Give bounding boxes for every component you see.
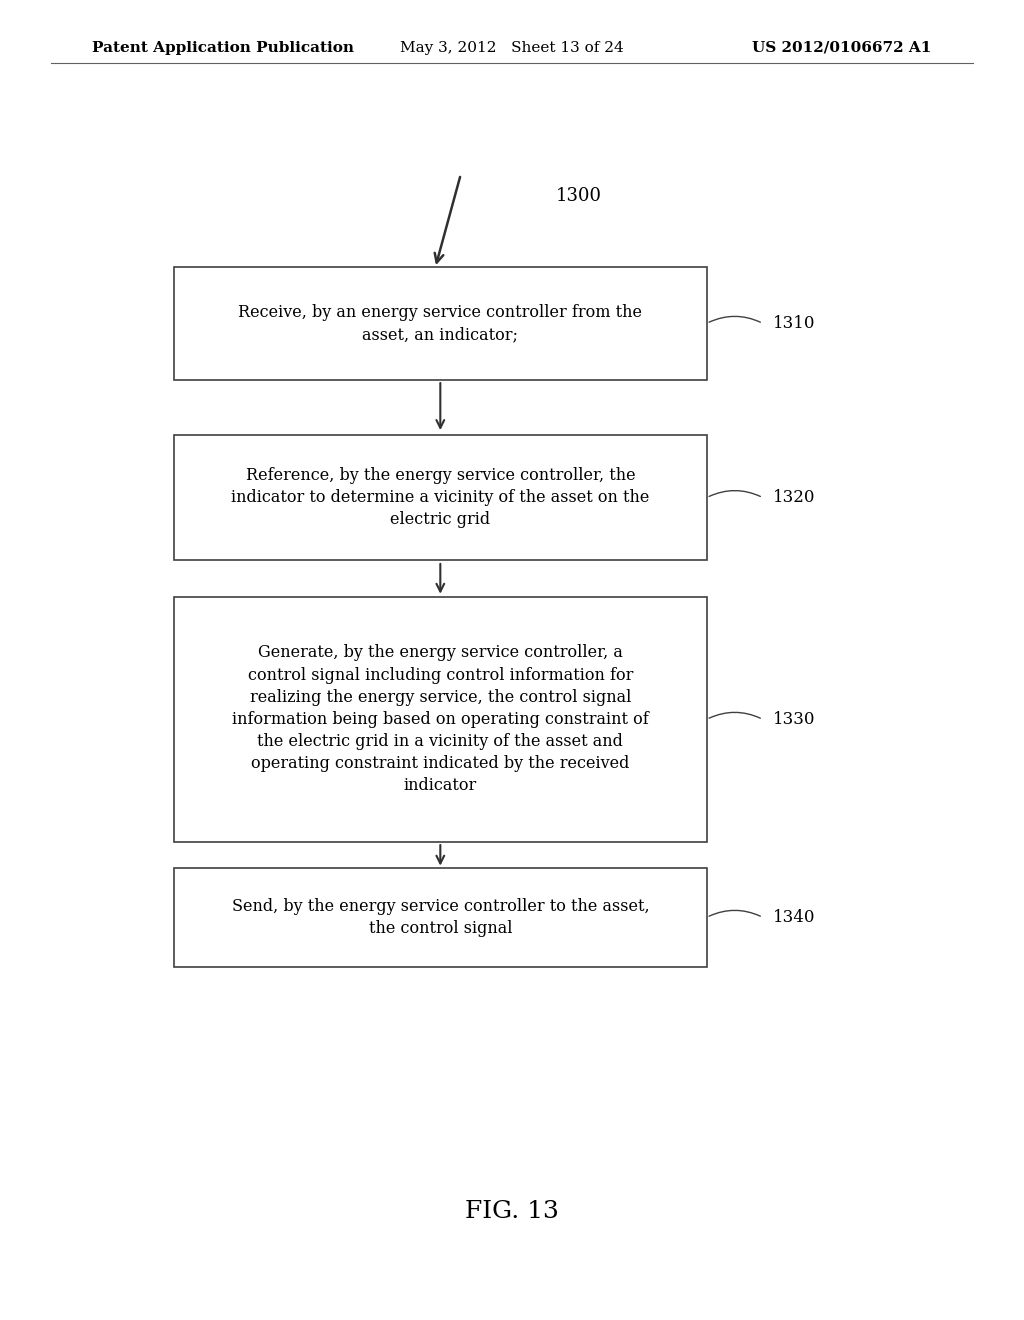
Text: 1320: 1320 [773,490,816,506]
Text: 1340: 1340 [773,909,816,925]
Text: Patent Application Publication: Patent Application Publication [92,41,354,54]
Text: May 3, 2012   Sheet 13 of 24: May 3, 2012 Sheet 13 of 24 [400,41,624,54]
Text: 1330: 1330 [773,711,816,727]
Text: 1300: 1300 [556,186,601,205]
Text: Send, by the energy service controller to the asset,
the control signal: Send, by the energy service controller t… [231,898,649,937]
Text: Reference, by the energy service controller, the
indicator to determine a vicini: Reference, by the energy service control… [231,467,649,528]
FancyBboxPatch shape [174,436,707,560]
Text: Receive, by an energy service controller from the
asset, an indicator;: Receive, by an energy service controller… [239,304,642,343]
Text: US 2012/0106672 A1: US 2012/0106672 A1 [753,41,932,54]
FancyBboxPatch shape [174,597,707,842]
FancyBboxPatch shape [174,869,707,966]
FancyBboxPatch shape [174,267,707,380]
Text: Generate, by the energy service controller, a
control signal including control i: Generate, by the energy service controll… [232,644,648,795]
Text: 1310: 1310 [773,315,816,331]
Text: FIG. 13: FIG. 13 [465,1200,559,1224]
